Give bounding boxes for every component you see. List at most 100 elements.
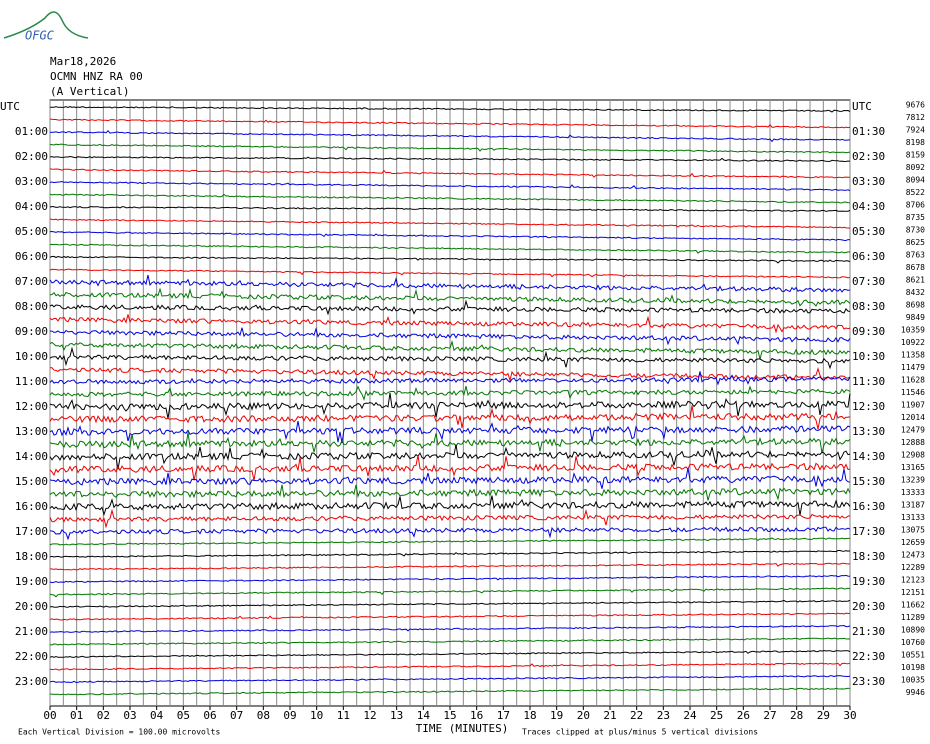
- trace: [49, 193, 851, 204]
- hour-label: 22:00: [15, 650, 48, 663]
- row-offset: 11662: [901, 601, 925, 610]
- trace: [49, 562, 851, 571]
- row-offset: 12014: [901, 413, 925, 422]
- clip-note: Traces clipped at plus/minus 5 vertical …: [522, 728, 758, 737]
- half-hour-label: 15:30: [852, 475, 885, 488]
- trace: [49, 662, 851, 671]
- row-offset: 7812: [906, 113, 925, 122]
- row-offset: 9946: [906, 688, 925, 697]
- x-tick-label: 12: [363, 709, 376, 722]
- x-tick-label: 20: [577, 709, 590, 722]
- row-offset: 8625: [906, 238, 925, 247]
- trace: [49, 637, 851, 646]
- row-offset: 13165: [901, 463, 925, 472]
- row-offset: 11358: [901, 351, 925, 360]
- row-offset: 10035: [901, 676, 925, 685]
- row-offset: 11289: [901, 613, 925, 622]
- hour-label: 07:00: [15, 275, 48, 288]
- hour-label: 20:00: [15, 600, 48, 613]
- x-tick-label: 18: [523, 709, 536, 722]
- x-title: TIME (MINUTES): [416, 722, 509, 735]
- hour-label: 11:00: [15, 375, 48, 388]
- row-offset: 12151: [901, 588, 925, 597]
- row-offset: 8763: [906, 251, 925, 260]
- half-hour-label: 03:30: [852, 175, 885, 188]
- hour-label: 02:00: [15, 150, 48, 163]
- half-hour-label: 22:30: [852, 650, 885, 663]
- half-hour-label: 05:30: [852, 225, 885, 238]
- half-hour-label: 09:30: [852, 325, 885, 338]
- row-offset: 8706: [906, 201, 925, 210]
- hour-label: 09:00: [15, 325, 48, 338]
- row-offset: 8432: [906, 288, 925, 297]
- hour-label: 16:00: [15, 500, 48, 513]
- row-offset: 8735: [906, 213, 925, 222]
- trace: [49, 314, 851, 334]
- x-tick-label: 10: [310, 709, 323, 722]
- half-hour-label: 11:30: [852, 375, 885, 388]
- row-offset: 12659: [901, 538, 925, 547]
- component: (A Vertical): [50, 85, 129, 98]
- row-offset: 8522: [906, 188, 925, 197]
- x-tick-label: 03: [123, 709, 136, 722]
- x-tick-label: 09: [283, 709, 296, 722]
- half-hour-label: 07:30: [852, 275, 885, 288]
- row-offset: 10198: [901, 663, 925, 672]
- row-offset: 11628: [901, 376, 925, 385]
- row-offset: 12289: [901, 563, 925, 572]
- row-offset: 13333: [901, 488, 925, 497]
- trace: [49, 299, 851, 316]
- x-tick-label: 27: [763, 709, 776, 722]
- hour-label: 10:00: [15, 350, 48, 363]
- row-offset: 10760: [901, 638, 925, 647]
- row-offset: 8621: [906, 276, 925, 285]
- hour-label: 12:00: [15, 400, 48, 413]
- row-offset: 8730: [906, 226, 925, 235]
- x-tick-label: 07: [230, 709, 243, 722]
- hour-label: 01:00: [15, 125, 48, 138]
- row-offset: 10890: [901, 626, 925, 635]
- x-tick-label: 16: [470, 709, 483, 722]
- trace: [49, 268, 851, 279]
- x-tick-label: 28: [790, 709, 803, 722]
- x-tick-label: 29: [817, 709, 830, 722]
- half-hour-label: 20:30: [852, 600, 885, 613]
- row-offset: 8092: [906, 163, 925, 172]
- trace: [49, 366, 851, 383]
- row-offset: 8198: [906, 138, 925, 147]
- row-offset: 10551: [901, 651, 925, 660]
- half-hour-label: 13:30: [852, 425, 885, 438]
- hour-label: 17:00: [15, 525, 48, 538]
- trace: [49, 392, 851, 419]
- hour-label: 06:00: [15, 250, 48, 263]
- row-offset: 12479: [901, 426, 925, 435]
- half-hour-label: 06:30: [852, 250, 885, 263]
- station: OCMN HNZ RA 00: [50, 70, 143, 83]
- half-hour-label: 14:30: [852, 450, 885, 463]
- x-tick-label: 01: [70, 709, 83, 722]
- trace: [49, 649, 851, 658]
- logo: OFGC: [25, 29, 55, 43]
- row-offset: 10922: [901, 338, 925, 347]
- trace: [49, 118, 851, 129]
- trace: [49, 468, 851, 489]
- x-tick-label: 21: [603, 709, 616, 722]
- hour-label: 23:00: [15, 675, 48, 688]
- row-offset: 9849: [906, 313, 925, 322]
- half-hour-label: 01:30: [852, 125, 885, 138]
- trace: [49, 218, 851, 229]
- x-tick-label: 00: [43, 709, 56, 722]
- x-tick-label: 05: [177, 709, 190, 722]
- x-tick-label: 11: [337, 709, 350, 722]
- trace: [49, 143, 851, 154]
- trace: [49, 129, 851, 143]
- hour-label: 15:00: [15, 475, 48, 488]
- half-hour-label: 17:30: [852, 525, 885, 538]
- trace: [49, 444, 851, 470]
- trace: [49, 205, 851, 212]
- half-hour-label: 19:30: [852, 575, 885, 588]
- x-tick-label: 06: [203, 709, 216, 722]
- hour-label: 18:00: [15, 550, 48, 563]
- trace: [49, 574, 851, 584]
- trace: [49, 339, 851, 360]
